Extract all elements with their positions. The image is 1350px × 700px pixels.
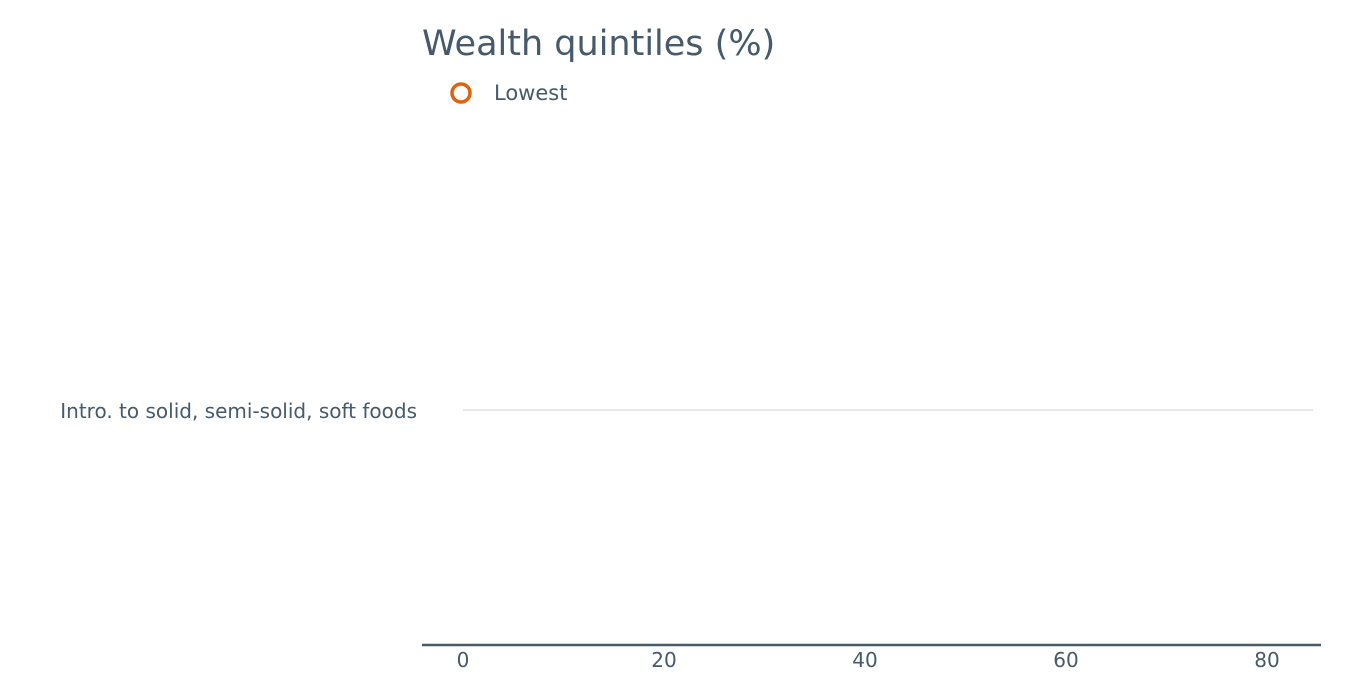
x-tick-label: 0 [457,648,470,672]
x-tick-label: 40 [852,648,877,672]
x-tick-label: 60 [1053,648,1078,672]
legend: Lowest [450,81,567,105]
category-label: Intro. to solid, semi-solid, soft foods [60,399,417,423]
x-tick-label: 80 [1254,648,1279,672]
x-tick-label: 20 [651,648,676,672]
legend-label: Lowest [494,81,567,105]
category-labels: Intro. to solid, semi-solid, soft foods [60,399,417,423]
x-axis-tick-labels: 0 20 40 60 80 [457,648,1280,672]
legend-marker [450,82,472,104]
chart-title: Wealth quintiles (%) [422,24,775,64]
